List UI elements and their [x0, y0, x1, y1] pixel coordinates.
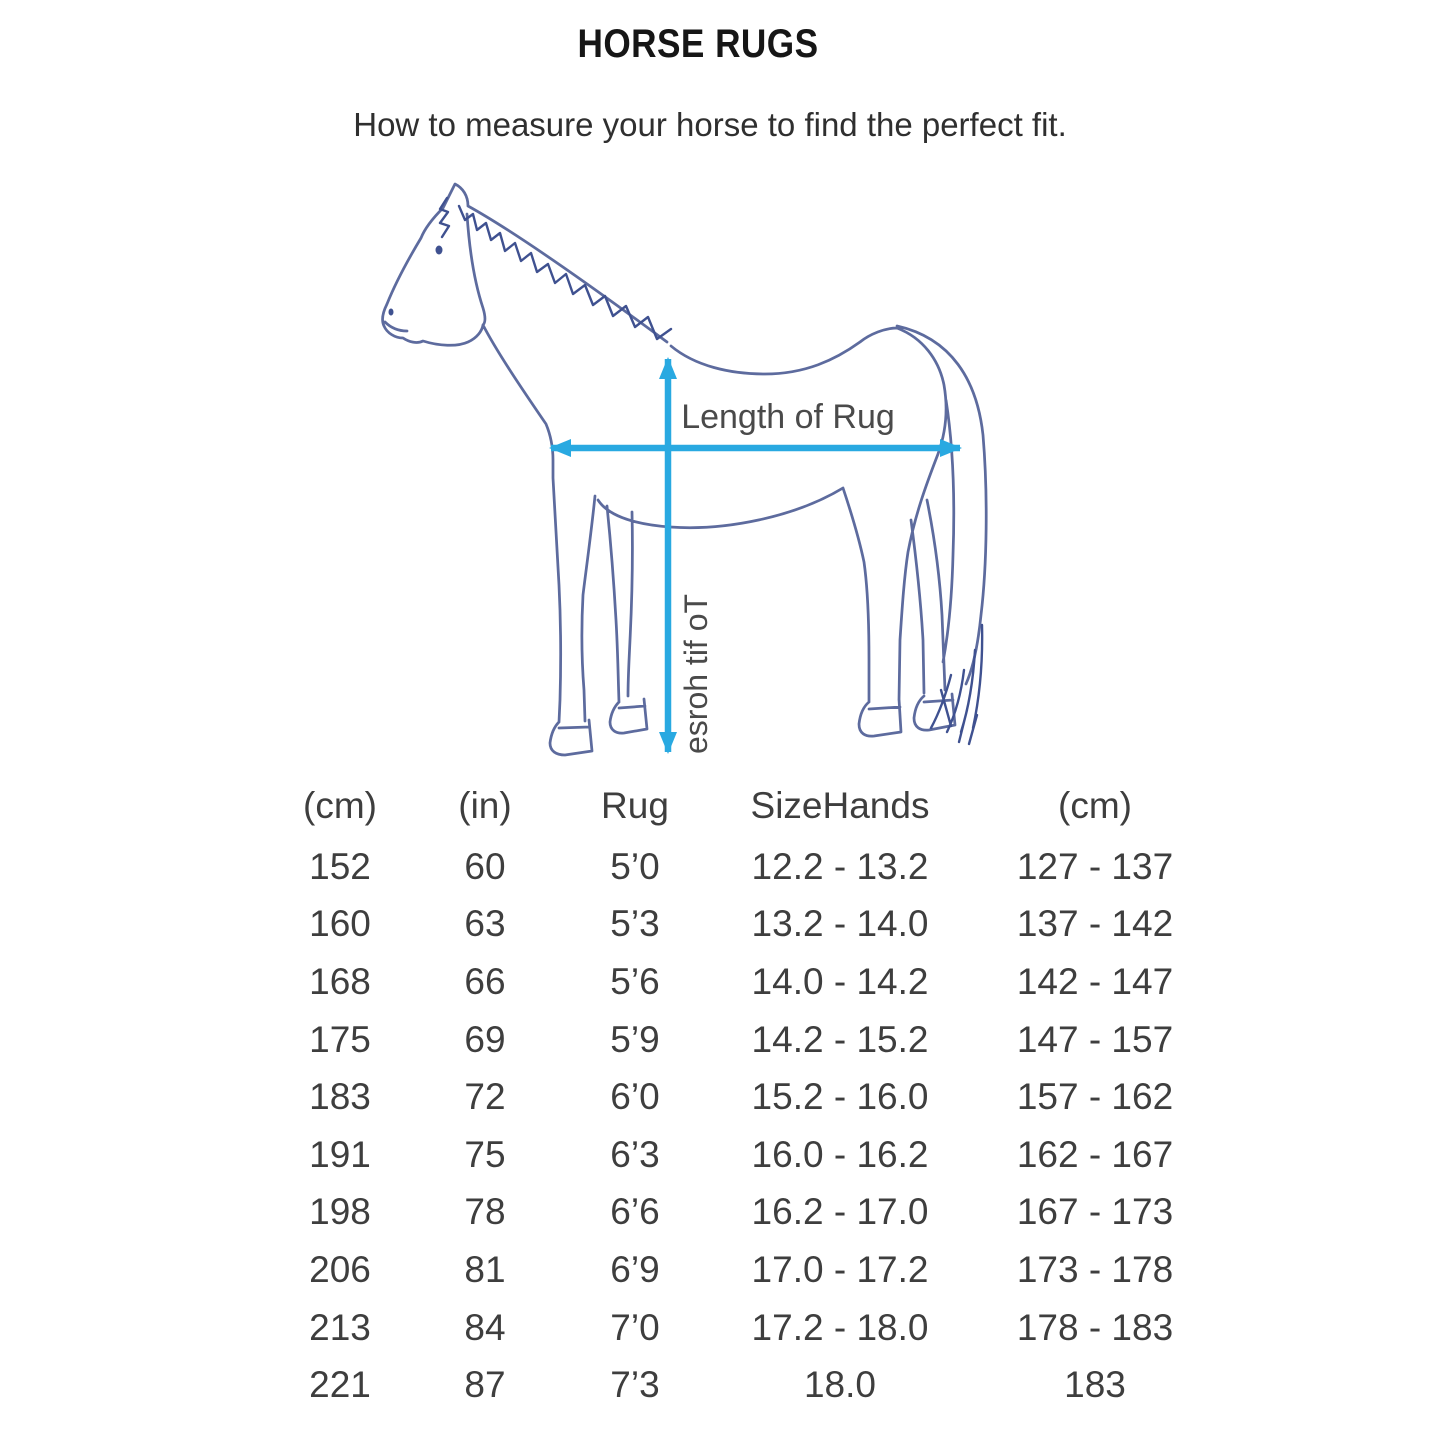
column-header-fit-cm: (cm) — [1058, 785, 1132, 826]
table-cell: 137 - 142 — [1016, 903, 1174, 945]
table-cell: 168 — [309, 960, 371, 1002]
table-cell: 66 — [464, 960, 506, 1002]
table-cell: 127 - 137 — [1016, 845, 1174, 887]
table-cell: 16.0 - 16.2 — [751, 1133, 929, 1175]
page-title: HORSE RUGS — [577, 22, 819, 66]
horse-eye — [435, 245, 443, 255]
table-cell: 198 — [309, 1191, 371, 1233]
table-cell: 75 — [464, 1133, 506, 1175]
table-cell: 178 - 183 — [1016, 1306, 1174, 1348]
table-cell: 63 — [464, 903, 506, 945]
table-cell: 17.0 - 17.2 — [751, 1248, 929, 1290]
table-cell: 7’0 — [610, 1306, 660, 1348]
table-cell: 60 — [464, 845, 506, 887]
length-of-rug-label: Length of Rug — [681, 398, 895, 436]
table-cell: 206 — [309, 1248, 371, 1290]
table-cell: 147 - 157 — [1016, 1018, 1174, 1060]
column-header-rug: Rug — [601, 785, 669, 826]
table-cell: 18.0 — [803, 1364, 876, 1406]
column-header-sizehands: SizeHands — [750, 785, 930, 826]
table-cell: 152 — [309, 845, 371, 887]
table-cell: 6’0 — [610, 1076, 660, 1118]
table-cell: 14.0 - 14.2 — [751, 960, 929, 1002]
table-cell: 142 - 147 — [1016, 960, 1174, 1002]
table-cell: 84 — [464, 1306, 506, 1348]
size-table-header: (cm) (in) Rug SizeHands (cm) — [270, 782, 1220, 830]
table-cell: 15.2 - 16.0 — [751, 1076, 929, 1118]
table-cell: 5’3 — [610, 903, 660, 945]
table-cell: 78 — [464, 1191, 506, 1233]
page-subtitle: How to measure your horse to find the pe… — [353, 106, 1067, 143]
horse-outline — [381, 182, 988, 757]
table-cell: 183 — [309, 1076, 371, 1118]
table-cell: 213 — [309, 1306, 371, 1348]
table-cell: 157 - 162 — [1016, 1076, 1174, 1118]
table-cell: 69 — [464, 1018, 506, 1060]
horse-illustration — [381, 182, 988, 757]
table-cell: 6’6 — [610, 1191, 660, 1233]
table-cell: 191 — [309, 1133, 371, 1175]
table-cell: 17.2 - 18.0 — [751, 1306, 929, 1348]
table-cell: 160 — [309, 903, 371, 945]
size-table: (cm) (in) Rug SizeHands (cm) 152 60 5’0 12.… — [270, 782, 1220, 1414]
table-cell: 81 — [464, 1248, 506, 1290]
column-header-length-cm: (cm) — [303, 785, 377, 826]
table-cell: 175 — [309, 1018, 371, 1060]
table-cell: 6’9 — [610, 1248, 660, 1290]
table-cell: 173 - 178 — [1016, 1248, 1174, 1290]
table-cell: 72 — [464, 1076, 506, 1118]
table-cell: 5’6 — [610, 960, 660, 1002]
table-cell: 221 — [309, 1364, 371, 1406]
table-cell: 6’3 — [610, 1133, 660, 1175]
horse-measurement-diagram: Length of Rug esroh tif oT — [381, 182, 988, 757]
table-cell: 13.2 - 14.0 — [751, 903, 929, 945]
table-cell: 16.2 - 17.0 — [751, 1191, 929, 1233]
horse-nostril — [388, 308, 394, 316]
table-cell: 14.2 - 15.2 — [751, 1018, 929, 1060]
table-cell: 7’3 — [610, 1364, 660, 1406]
measurement-arrows — [549, 357, 962, 754]
table-cell: 12.2 - 13.2 — [751, 845, 929, 887]
table-cell: 5’0 — [610, 845, 660, 887]
table-cell: 5’9 — [610, 1018, 660, 1060]
size-table-body: 152 60 5’0 12.2 - 13.2 127 - 137 160 63 5’3 13.2… — [270, 838, 1220, 1414]
to-fit-horse-label: esroh tif oT — [678, 594, 714, 754]
column-header-length-in: (in) — [458, 785, 512, 826]
table-cell: 162 - 167 — [1016, 1133, 1174, 1175]
horse-tail-strands — [929, 623, 984, 746]
table-cell: 87 — [464, 1364, 506, 1406]
table-cell: 167 - 173 — [1016, 1191, 1174, 1233]
table-cell: 183 — [1064, 1364, 1126, 1406]
horse-mane — [438, 196, 673, 341]
